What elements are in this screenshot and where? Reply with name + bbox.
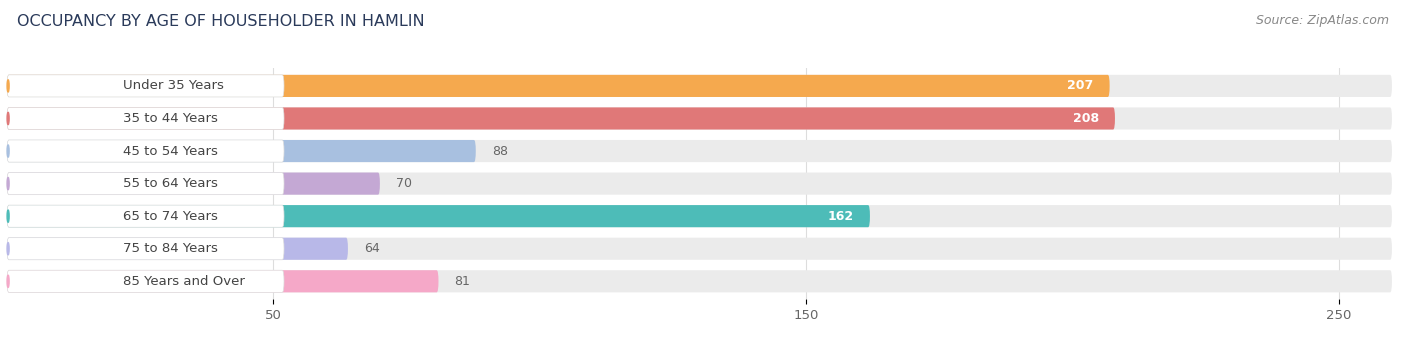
FancyBboxPatch shape: [7, 205, 284, 227]
FancyBboxPatch shape: [7, 140, 475, 162]
Text: 55 to 64 Years: 55 to 64 Years: [124, 177, 218, 190]
Circle shape: [7, 177, 8, 190]
FancyBboxPatch shape: [7, 238, 1392, 260]
Text: Under 35 Years: Under 35 Years: [124, 80, 224, 92]
FancyBboxPatch shape: [7, 75, 284, 97]
FancyBboxPatch shape: [7, 270, 439, 292]
Circle shape: [7, 113, 8, 124]
FancyBboxPatch shape: [7, 205, 870, 227]
Text: 35 to 44 Years: 35 to 44 Years: [124, 112, 218, 125]
Text: 85 Years and Over: 85 Years and Over: [124, 275, 245, 288]
Text: 65 to 74 Years: 65 to 74 Years: [124, 210, 218, 223]
Circle shape: [7, 145, 8, 157]
FancyBboxPatch shape: [7, 107, 284, 130]
FancyBboxPatch shape: [7, 270, 284, 292]
Circle shape: [7, 243, 8, 255]
FancyBboxPatch shape: [7, 75, 1392, 97]
FancyBboxPatch shape: [7, 238, 347, 260]
Text: 207: 207: [1067, 80, 1094, 92]
FancyBboxPatch shape: [7, 238, 284, 260]
Circle shape: [7, 210, 8, 222]
Text: 162: 162: [828, 210, 853, 223]
Text: 70: 70: [396, 177, 412, 190]
FancyBboxPatch shape: [7, 140, 1392, 162]
Text: 81: 81: [454, 275, 471, 288]
Text: 45 to 54 Years: 45 to 54 Years: [124, 144, 218, 157]
FancyBboxPatch shape: [7, 107, 1392, 130]
Text: OCCUPANCY BY AGE OF HOUSEHOLDER IN HAMLIN: OCCUPANCY BY AGE OF HOUSEHOLDER IN HAMLI…: [17, 14, 425, 29]
FancyBboxPatch shape: [7, 270, 1392, 292]
FancyBboxPatch shape: [7, 172, 1392, 195]
FancyBboxPatch shape: [7, 140, 284, 162]
Text: 208: 208: [1073, 112, 1099, 125]
Circle shape: [7, 80, 8, 92]
Text: 75 to 84 Years: 75 to 84 Years: [124, 242, 218, 255]
FancyBboxPatch shape: [7, 172, 284, 195]
Text: 88: 88: [492, 144, 508, 157]
Text: 64: 64: [364, 242, 380, 255]
FancyBboxPatch shape: [7, 75, 1109, 97]
FancyBboxPatch shape: [7, 172, 380, 195]
Circle shape: [7, 275, 8, 287]
Text: Source: ZipAtlas.com: Source: ZipAtlas.com: [1256, 14, 1389, 27]
FancyBboxPatch shape: [7, 205, 1392, 227]
FancyBboxPatch shape: [7, 107, 1115, 130]
